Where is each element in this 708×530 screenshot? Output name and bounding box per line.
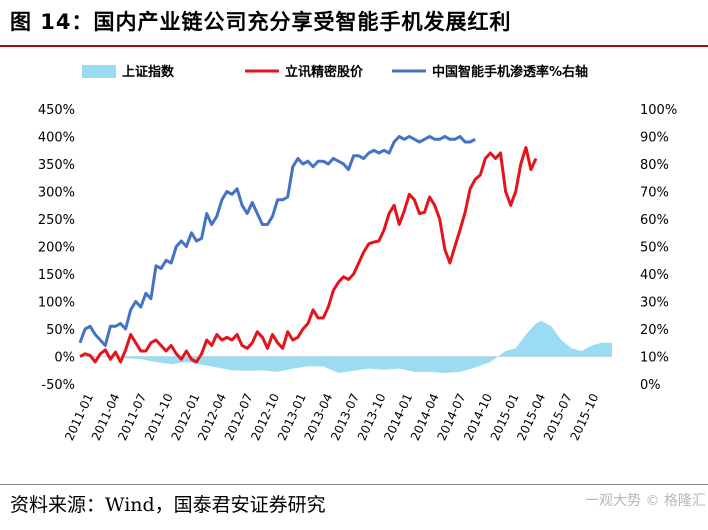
watermark: 一观大势 © 格隆汇 [585, 493, 706, 509]
left-tick-label: 200% [38, 241, 75, 256]
right-tick-label: 70% [640, 186, 669, 201]
right-tick-label: 100% [640, 103, 677, 118]
right-tick-label: 90% [640, 131, 669, 146]
series-line-penetration [78, 135, 476, 347]
footer-divider [0, 484, 708, 485]
left-tick-label: 400% [38, 131, 75, 146]
right-axis-ticks: 0% 10% 20% 30% 40% 50% 60% 70% 80% 90% 100% [640, 103, 677, 393]
right-tick-label: 30% [640, 296, 669, 311]
legend-swatch-index [82, 65, 116, 78]
left-axis-ticks: -50% 0% 50% 100% 150% 200% 250% 300% 350% 400% 450… [38, 103, 75, 393]
source-note: 资料来源：Wind，国泰君安证券研究 [10, 494, 326, 516]
chart: 上证指数 立讯精密股价 中国智能手机渗透率%右轴 -50% 0% 50% 100% 150%… [38, 64, 677, 443]
figure-title: 图 14：国内产业链公司充分享受智能手机发展红利 [10, 10, 512, 34]
legend-label: 上证指数 [122, 64, 175, 80]
left-tick-label: -50% [41, 378, 75, 393]
left-tick-label: 0% [54, 351, 75, 366]
x-axis-ticks: 2011-012011-042011-072011-102012-012012-… [62, 391, 601, 442]
title-divider [0, 45, 708, 47]
legend-label: 中国智能手机渗透率%右轴 [432, 64, 588, 80]
left-tick-label: 350% [38, 158, 75, 173]
left-tick-label: 250% [38, 213, 75, 228]
left-tick-label: 150% [38, 268, 75, 283]
right-tick-label: 10% [640, 351, 669, 366]
right-tick-label: 50% [640, 241, 669, 256]
right-tick-label: 40% [640, 268, 669, 283]
left-tick-label: 300% [38, 186, 75, 201]
right-tick-label: 80% [640, 158, 669, 173]
series-line-lixun [79, 146, 538, 364]
left-tick-label: 100% [38, 296, 75, 311]
chart-legend: 上证指数 立讯精密股价 中国智能手机渗透率%右轴 [82, 64, 588, 80]
left-tick-label: 450% [38, 103, 75, 118]
series-area-index [80, 320, 612, 373]
right-tick-label: 0% [640, 378, 661, 393]
left-tick-label: 50% [46, 323, 75, 338]
right-tick-label: 60% [640, 213, 669, 228]
right-tick-label: 20% [640, 323, 669, 338]
legend-label: 立讯精密股价 [285, 64, 364, 80]
plot-area [78, 135, 612, 373]
